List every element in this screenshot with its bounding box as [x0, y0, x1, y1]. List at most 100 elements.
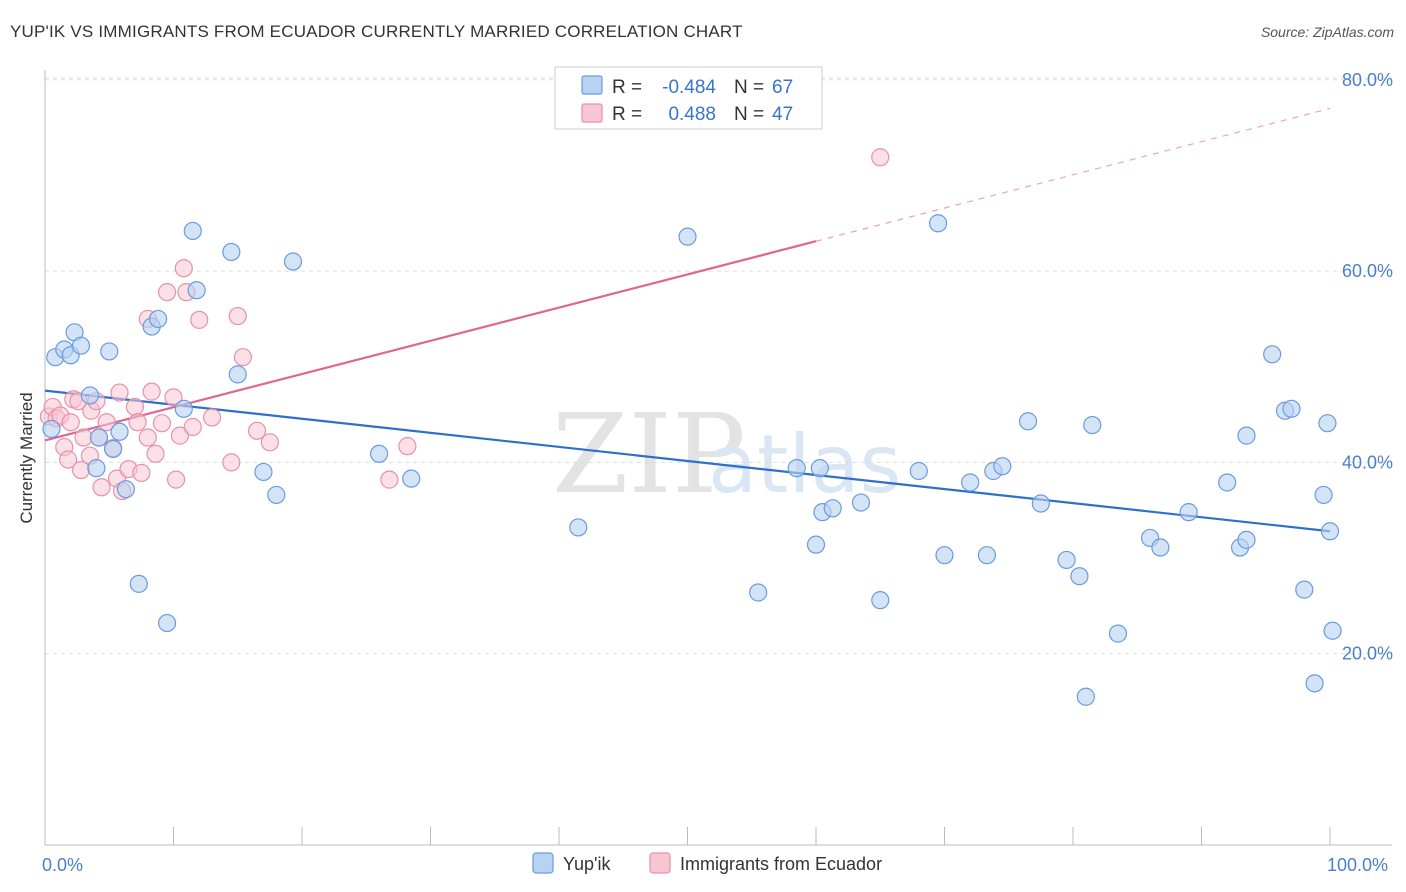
- bottom-legend-label-yupik: Yup'ik: [563, 854, 611, 874]
- point-ecuador: [166, 470, 186, 489]
- bottom-legend-swatch-yupik: [532, 852, 554, 874]
- y-tick-label-40: 40.0%: [1342, 452, 1393, 472]
- point-yupik: [1305, 674, 1324, 693]
- watermark-zip: ZIP: [552, 390, 746, 518]
- point-yupik: [148, 309, 168, 329]
- legend-n-label-yupik: N =: [734, 77, 764, 98]
- point-yupik: [157, 613, 177, 633]
- point-yupik: [1263, 345, 1282, 364]
- point-yupik: [569, 518, 588, 537]
- point-yupik: [100, 342, 119, 361]
- point-yupik: [1057, 550, 1076, 570]
- point-yupik: [1237, 426, 1256, 445]
- point-ecuador: [190, 310, 209, 329]
- legend-r-label-ecuador: R =: [612, 104, 642, 125]
- point-ecuador: [59, 450, 78, 469]
- point-yupik: [909, 461, 928, 481]
- point-ecuador: [61, 413, 80, 432]
- legend-n-value-yupik: 67: [772, 77, 793, 98]
- point-yupik: [228, 365, 247, 384]
- point-yupik: [1083, 415, 1102, 435]
- point-ecuador: [398, 437, 417, 456]
- point-yupik: [1070, 567, 1089, 586]
- point-yupik: [1237, 530, 1256, 549]
- point-ecuador: [125, 397, 145, 417]
- point-ecuador: [174, 259, 193, 278]
- point-yupik: [254, 462, 273, 482]
- point-yupik: [42, 419, 61, 439]
- y-tick-label-80: 80.0%: [1342, 70, 1393, 90]
- point-yupik: [222, 242, 241, 262]
- point-yupik: [806, 535, 826, 554]
- top-legend: R = -0.484 N = 67 R = 0.488 N = 47: [554, 66, 823, 130]
- legend-swatch-yupik: [581, 75, 603, 95]
- point-ecuador: [202, 408, 222, 427]
- point-ecuador: [92, 478, 111, 497]
- point-yupik: [1318, 414, 1337, 433]
- point-ecuador: [228, 306, 247, 326]
- point-yupik: [402, 469, 421, 488]
- trend-lines: [44, 107, 1331, 533]
- point-yupik: [1018, 412, 1038, 431]
- point-yupik: [267, 485, 286, 505]
- point-yupik: [993, 457, 1012, 476]
- point-yupik: [1031, 494, 1050, 513]
- point-yupik: [871, 591, 890, 610]
- point-yupik: [1314, 485, 1333, 505]
- point-yupik: [1179, 503, 1198, 522]
- point-yupik: [810, 459, 829, 478]
- legend-n-label-ecuador: N =: [734, 104, 764, 125]
- point-ecuador: [164, 388, 183, 407]
- bottom-legend: Yup'ik Immigrants from Ecuador: [532, 852, 882, 874]
- trendline-ecuador-solid: [44, 240, 817, 442]
- point-yupik: [104, 439, 123, 459]
- point-ecuador: [152, 414, 172, 433]
- point-yupik: [1323, 621, 1342, 640]
- source-label: Source: ZipAtlas.com: [1260, 24, 1394, 40]
- point-yupik: [1218, 473, 1237, 492]
- point-ecuador: [74, 428, 93, 447]
- point-ecuador: [157, 283, 177, 302]
- grid-lines: [45, 77, 1392, 655]
- point-ecuador: [380, 470, 399, 489]
- point-yupik: [851, 493, 871, 512]
- point-yupik: [1151, 538, 1170, 557]
- point-yupik: [678, 227, 697, 246]
- trendline-ecuador-dashed: [815, 107, 1331, 242]
- x-tick-label-min: 0.0%: [42, 855, 83, 875]
- point-yupik: [283, 252, 303, 271]
- point-ecuador: [110, 383, 129, 402]
- x-tick-label-max: 100.0%: [1327, 855, 1388, 875]
- trendline-yupik: [44, 389, 1331, 533]
- y-axis-label: Currently Married: [17, 392, 36, 523]
- point-yupik: [749, 583, 768, 602]
- point-ecuador: [97, 413, 116, 432]
- bottom-legend-swatch-ecuador: [649, 852, 671, 874]
- point-yupik: [187, 281, 206, 300]
- legend-r-value-ecuador: 0.488: [668, 104, 716, 125]
- point-ecuador: [132, 463, 151, 483]
- chart-title: YUP'IK VS IMMIGRANTS FROM ECUADOR CURREN…: [10, 22, 743, 41]
- point-ecuador: [146, 444, 165, 463]
- point-yupik: [1320, 522, 1340, 541]
- point-ecuador: [170, 426, 190, 445]
- legend-r-label-yupik: R =: [612, 77, 642, 98]
- point-yupik: [116, 480, 136, 499]
- point-yupik: [935, 546, 954, 565]
- series-ecuador-points: [39, 148, 890, 501]
- point-yupik: [80, 386, 100, 405]
- point-ecuador: [260, 433, 279, 452]
- point-ecuador: [138, 428, 157, 447]
- y-tick-label-60: 60.0%: [1342, 261, 1393, 281]
- point-ecuador: [871, 148, 890, 167]
- point-yupik: [977, 546, 997, 565]
- point-ecuador: [183, 417, 202, 437]
- point-yupik: [89, 428, 109, 447]
- legend-r-value-yupik: -0.484: [662, 77, 716, 98]
- point-ecuador: [222, 453, 241, 472]
- point-yupik: [183, 221, 202, 241]
- y-tick-labels: 20.0% 40.0% 60.0% 80.0%: [1342, 70, 1393, 664]
- point-yupik: [71, 336, 91, 355]
- point-yupik: [928, 214, 948, 233]
